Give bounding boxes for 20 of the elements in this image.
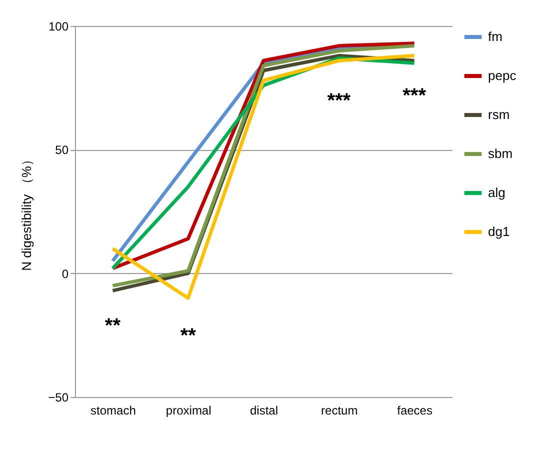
x-tick-label: distal (250, 404, 278, 418)
y-tick-label: 0 (62, 266, 69, 281)
legend-label: pepc (488, 68, 517, 83)
legend-label: rsm (488, 107, 510, 122)
legend-label: dg1 (488, 224, 510, 239)
y-tick-label: 100 (48, 20, 69, 34)
annotation: *** (327, 90, 351, 112)
x-tick-label: stomach (90, 404, 136, 418)
annotation: ** (104, 315, 121, 337)
annotation: *** (402, 85, 426, 107)
legend-label: sbm (488, 146, 513, 161)
x-tick-label: rectum (321, 404, 358, 418)
y-axis-title: N digestibility （%） (19, 153, 34, 271)
y-tick-label: 50 (55, 143, 69, 158)
legend-label: fm (488, 29, 502, 44)
legend-label: alg (488, 185, 506, 200)
y-tick-label: −50 (48, 390, 69, 404)
x-tick-label: proximal (166, 404, 212, 418)
x-tick-label: faeces (397, 404, 432, 418)
annotation: ** (180, 325, 196, 347)
